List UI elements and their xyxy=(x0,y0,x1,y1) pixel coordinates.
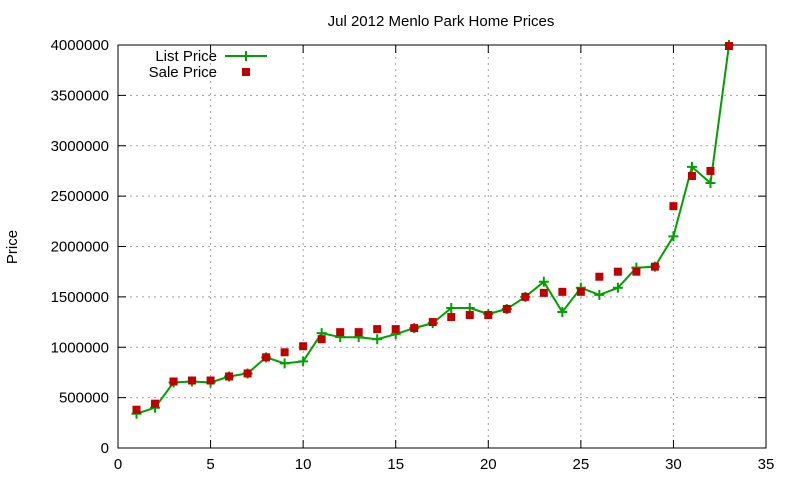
legend-label-sale-price: Sale Price xyxy=(149,64,217,81)
sale-price-point xyxy=(262,353,271,362)
y-tick-label: 1000000 xyxy=(51,339,109,356)
y-tick-label: 500000 xyxy=(59,390,109,407)
list-price-point xyxy=(612,282,623,293)
sale-price-point xyxy=(354,328,363,337)
sale-price-point xyxy=(632,267,641,276)
x-tick-label: 5 xyxy=(206,456,214,473)
list-price-point xyxy=(279,358,290,369)
x-tick-label: 20 xyxy=(480,456,497,473)
sale-price-point xyxy=(650,262,659,271)
x-tick-label: 15 xyxy=(387,456,404,473)
sale-price-point xyxy=(373,325,382,334)
list-price-point xyxy=(557,306,568,317)
x-tick-label: 30 xyxy=(665,456,682,473)
list-price-point xyxy=(594,289,605,300)
sale-price-point xyxy=(576,287,585,296)
sale-price-point xyxy=(669,202,678,211)
sale-price-point xyxy=(299,342,308,351)
sale-price-point xyxy=(317,335,326,344)
sale-price-point xyxy=(595,272,604,281)
x-tick-label: 0 xyxy=(114,456,122,473)
sale-price-point xyxy=(447,313,456,322)
y-tick-label: 4000000 xyxy=(51,37,109,54)
sale-price-point xyxy=(151,399,160,408)
y-tick-label: 2500000 xyxy=(51,188,109,205)
legend-marker-list-price xyxy=(241,51,251,61)
sale-price-point xyxy=(724,42,733,51)
y-tick-label: 3000000 xyxy=(51,138,109,155)
list-price-point xyxy=(538,276,549,287)
axis-ticks xyxy=(117,44,767,449)
sale-price-point xyxy=(539,288,548,297)
sale-price-point xyxy=(336,328,345,337)
y-tick-label: 3500000 xyxy=(51,87,109,104)
legend-marker-sale-price xyxy=(242,68,250,76)
list-price-point xyxy=(298,356,309,367)
y-tick-label: 0 xyxy=(101,440,109,457)
sale-price-point xyxy=(206,376,215,385)
sale-price-point xyxy=(613,267,622,276)
y-tick-label: 2000000 xyxy=(51,239,109,256)
sale-price-point xyxy=(428,318,437,327)
legend-label-list-price: List Price xyxy=(155,48,217,65)
sale-price-point xyxy=(465,311,474,320)
x-tick-labels: 0 5 10 15 20 25 30 35 xyxy=(114,456,775,473)
sale-price-point xyxy=(169,377,178,386)
chart-title: Jul 2012 Menlo Park Home Prices xyxy=(328,13,555,30)
sale-price-point xyxy=(391,325,400,334)
sale-price-point xyxy=(484,311,493,320)
list-price-point xyxy=(446,302,457,313)
series-layer xyxy=(131,40,734,419)
series-line-list-price xyxy=(136,44,730,415)
list-price-point xyxy=(686,161,697,172)
sale-price-point xyxy=(132,405,141,414)
x-tick-label: 10 xyxy=(295,456,312,473)
sale-price-point xyxy=(280,348,289,357)
x-tick-label: 35 xyxy=(758,456,775,473)
sale-price-point xyxy=(558,287,567,296)
legend: List Price Sale Price xyxy=(149,48,267,81)
x-tick-label: 25 xyxy=(573,456,590,473)
sale-price-point xyxy=(687,171,696,180)
list-price-point xyxy=(668,231,679,242)
sale-price-point xyxy=(188,376,197,385)
grid-lines xyxy=(118,45,766,448)
sale-price-point xyxy=(410,324,419,333)
sale-price-point xyxy=(521,292,530,301)
list-price-point xyxy=(705,178,716,189)
sale-price-point xyxy=(502,304,511,313)
sale-price-point xyxy=(225,372,234,381)
y-tick-label: 1500000 xyxy=(51,289,109,306)
list-price-point xyxy=(372,334,383,345)
y-axis-label: Price xyxy=(4,230,21,264)
sale-price-point xyxy=(243,369,252,378)
sale-price-point xyxy=(706,166,715,175)
y-tick-labels: 0 500000 1000000 1500000 2000000 2500000 30000… xyxy=(51,37,109,457)
